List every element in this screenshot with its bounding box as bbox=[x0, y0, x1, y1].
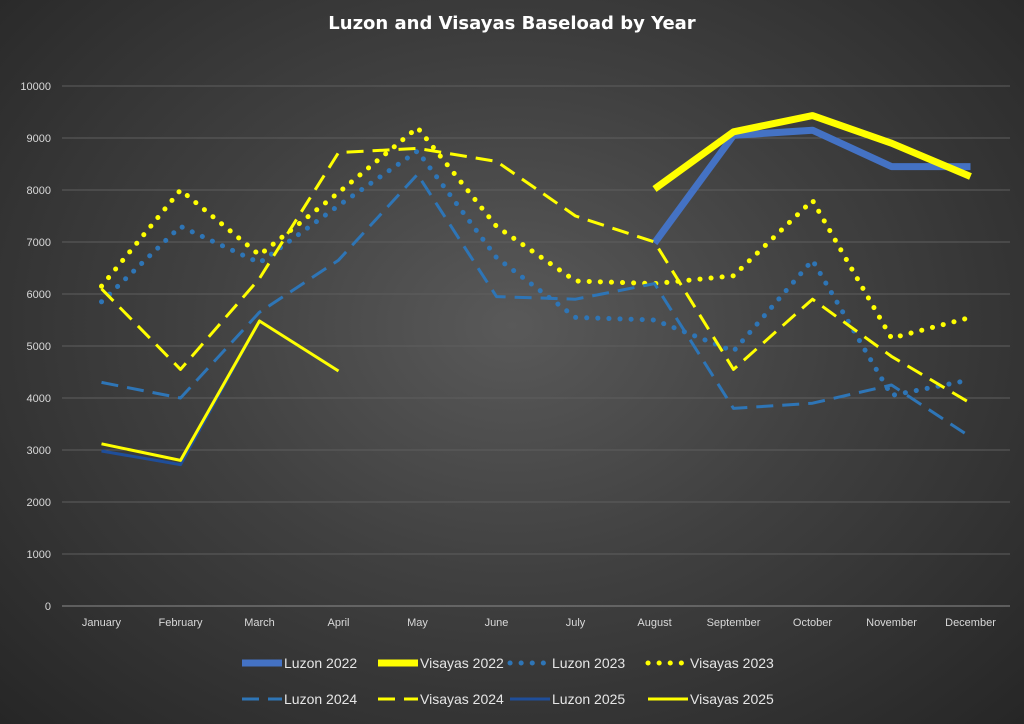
x-tick-label: October bbox=[793, 617, 832, 629]
x-axis: January February March April May June July Augu… bbox=[82, 617, 996, 629]
y-tick-label: 0 bbox=[45, 601, 51, 613]
plot-area bbox=[99, 112, 973, 467]
x-tick-label: April bbox=[327, 617, 349, 629]
series-path bbox=[100, 146, 972, 405]
series-line bbox=[652, 112, 972, 192]
y-tick-label: 8000 bbox=[27, 185, 51, 197]
y-tick-label: 5000 bbox=[27, 341, 51, 353]
grid bbox=[62, 85, 1010, 607]
y-tick-label: 3000 bbox=[27, 445, 51, 457]
legend-label: Visayas 2024 bbox=[420, 691, 504, 707]
legend-label: Luzon 2022 bbox=[284, 655, 357, 671]
series-line bbox=[101, 319, 340, 462]
series-path bbox=[99, 148, 973, 398]
legend-label: Visayas 2022 bbox=[420, 655, 504, 671]
x-tick-label: January bbox=[82, 617, 122, 629]
series-path bbox=[652, 112, 972, 192]
legend-item: Luzon 2024 bbox=[242, 691, 357, 707]
legend-label: Visayas 2023 bbox=[690, 655, 774, 671]
x-tick-label: September bbox=[707, 617, 761, 629]
series-line bbox=[100, 146, 972, 405]
x-tick-label: June bbox=[485, 617, 509, 629]
legend-label: Visayas 2025 bbox=[690, 691, 774, 707]
legend-item: Luzon 2022 bbox=[242, 655, 357, 671]
legend-item: Visayas 2023 bbox=[645, 655, 774, 671]
x-tick-label: August bbox=[637, 617, 671, 629]
series-line bbox=[99, 148, 973, 398]
x-tick-label: July bbox=[566, 617, 586, 629]
y-tick-label: 2000 bbox=[27, 497, 51, 509]
legend-label: Luzon 2025 bbox=[552, 691, 625, 707]
x-tick-label: December bbox=[945, 617, 996, 629]
x-tick-label: March bbox=[244, 617, 275, 629]
chart-title: Luzon and Visayas Baseload by Year bbox=[328, 13, 696, 34]
x-tick-label: November bbox=[866, 617, 917, 629]
legend: Luzon 2022 Visayas 2022 Luzon 2023 Visayas … bbox=[242, 655, 774, 707]
y-tick-label: 6000 bbox=[27, 289, 51, 301]
series-path bbox=[99, 125, 973, 341]
series-path bbox=[651, 126, 971, 246]
legend-item: Luzon 2023 bbox=[507, 655, 625, 671]
y-tick-label: 10000 bbox=[20, 81, 51, 93]
series-line bbox=[651, 126, 971, 246]
legend-item: Luzon 2025 bbox=[510, 691, 625, 707]
y-tick-label: 1000 bbox=[27, 549, 51, 561]
x-tick-label: May bbox=[407, 617, 428, 629]
y-tick-label: 4000 bbox=[27, 393, 51, 405]
x-tick-label: February bbox=[158, 617, 203, 629]
series-line bbox=[99, 125, 973, 341]
legend-item: Visayas 2025 bbox=[648, 691, 774, 707]
legend-item: Visayas 2024 bbox=[378, 691, 504, 707]
y-tick-label: 9000 bbox=[27, 133, 51, 145]
y-tick-label: 7000 bbox=[27, 237, 51, 249]
legend-label: Luzon 2024 bbox=[284, 691, 357, 707]
series-path bbox=[101, 319, 340, 462]
y-axis: 0 1000 2000 3000 4000 5000 6000 7000 8000 9000 100… bbox=[20, 81, 51, 613]
legend-item: Visayas 2022 bbox=[378, 655, 504, 671]
legend-label: Luzon 2023 bbox=[552, 655, 625, 671]
